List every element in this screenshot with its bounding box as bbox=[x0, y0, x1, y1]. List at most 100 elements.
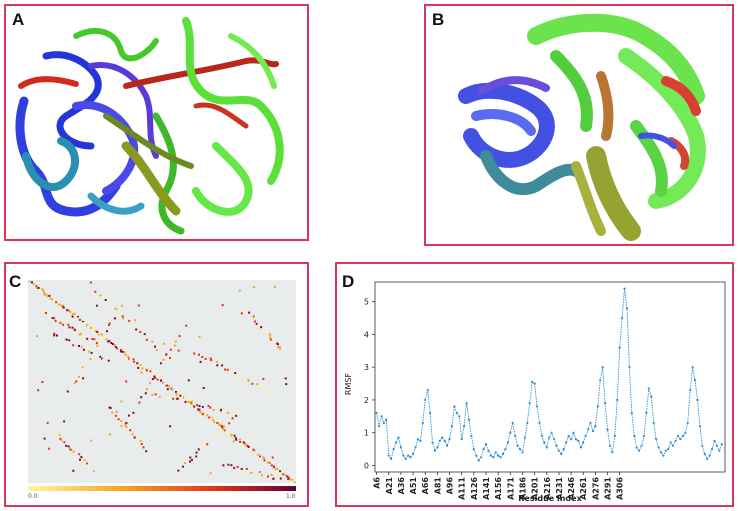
rmsf-x-tick-label: A216 bbox=[543, 477, 552, 500]
heatmap-cell bbox=[233, 434, 236, 437]
heatmap-cell bbox=[140, 396, 143, 399]
heatmap-cell bbox=[146, 447, 149, 450]
heatmap-cell bbox=[120, 304, 123, 307]
rmsf-point bbox=[623, 287, 626, 290]
heatmap-cell bbox=[187, 379, 190, 382]
heatmap-cell bbox=[43, 437, 46, 440]
contact-heatmap: 0.0 1.0 bbox=[28, 280, 296, 500]
heatmap-cell bbox=[133, 360, 136, 363]
rmsf-point bbox=[582, 441, 585, 444]
heatmap-cell bbox=[43, 291, 45, 294]
heatmap-cell bbox=[279, 470, 282, 473]
heatmap-cell bbox=[217, 430, 220, 433]
heatmap-cell bbox=[33, 481, 36, 484]
heatmap-cell bbox=[240, 468, 243, 470]
heatmap-cell bbox=[203, 413, 206, 416]
heatmap-cell bbox=[81, 366, 84, 369]
rmsf-point bbox=[553, 438, 556, 441]
rmsf-point bbox=[494, 451, 497, 454]
rmsf-point bbox=[450, 425, 454, 428]
rmsf-point bbox=[606, 428, 609, 431]
heatmap-cell bbox=[145, 450, 148, 453]
heatmap-cell bbox=[75, 380, 78, 383]
heatmap-cell bbox=[122, 317, 125, 320]
rmsf-point bbox=[640, 444, 643, 447]
heatmap-cell bbox=[99, 355, 102, 358]
heatmap-cell bbox=[151, 340, 154, 343]
heatmap-cell bbox=[245, 443, 248, 446]
heatmap-cell bbox=[270, 474, 273, 476]
heatmap-cell bbox=[179, 394, 182, 397]
heatmap-cell bbox=[90, 326, 93, 329]
rmsf-point bbox=[409, 456, 412, 459]
heatmap-cell bbox=[185, 324, 188, 327]
ensemble-brown bbox=[596, 71, 614, 141]
rmsf-point bbox=[611, 451, 614, 454]
heatmap-cell bbox=[239, 438, 242, 441]
heatmap-cell bbox=[129, 432, 132, 435]
heatmap-cell bbox=[260, 326, 263, 329]
heatmap-cell bbox=[213, 433, 216, 436]
panel-label-a: A bbox=[12, 10, 25, 29]
heatmap-cell bbox=[247, 379, 250, 382]
heatmap-cell bbox=[65, 444, 68, 447]
rmsf-x-tick-label: A141 bbox=[482, 477, 491, 500]
rmsf-point bbox=[601, 366, 604, 369]
rmsf-point bbox=[706, 457, 709, 460]
heatmap-cell bbox=[262, 378, 265, 380]
heatmap-cell bbox=[175, 393, 178, 396]
rmsf-point bbox=[647, 387, 650, 390]
heatmap-cell bbox=[209, 357, 212, 360]
heatmap-cell bbox=[82, 377, 85, 380]
heatmap-cell bbox=[83, 335, 86, 338]
heatmap-cell bbox=[210, 359, 213, 362]
heatmap-cell bbox=[71, 315, 74, 318]
heatmap-cell bbox=[51, 298, 54, 301]
heatmap-cell bbox=[92, 329, 95, 332]
heatmap-cell bbox=[190, 403, 193, 406]
heatmap-cell bbox=[57, 435, 60, 438]
heatmap-cell bbox=[95, 342, 98, 345]
heatmap-cell bbox=[88, 350, 91, 353]
heatmap-cell bbox=[261, 329, 264, 332]
heatmap-cell bbox=[102, 295, 105, 298]
rmsf-point bbox=[698, 425, 701, 428]
heatmap-cell bbox=[62, 306, 65, 309]
heatmap-cell bbox=[278, 476, 280, 479]
rmsf-point bbox=[570, 438, 573, 441]
heatmap-cell bbox=[141, 367, 144, 370]
heatmap-cell bbox=[218, 423, 221, 426]
heatmap-cell bbox=[94, 330, 97, 332]
heatmap-cell bbox=[84, 462, 87, 465]
ensemble-blue-1 bbox=[458, 82, 555, 168]
heatmap-cell bbox=[138, 362, 141, 365]
heatmap-cell bbox=[44, 310, 47, 313]
rmsf-point bbox=[497, 454, 500, 457]
heatmap-cell bbox=[84, 336, 87, 339]
heatmap-cell bbox=[84, 379, 87, 382]
heatmap-cell bbox=[104, 299, 107, 301]
heatmap-cell bbox=[227, 431, 230, 434]
heatmap-cell bbox=[123, 351, 126, 354]
rmsf-x-tick-label: A276 bbox=[591, 477, 600, 500]
heatmap-cell bbox=[128, 319, 131, 322]
heatmap-cell bbox=[72, 450, 75, 453]
rmsf-point bbox=[565, 441, 568, 444]
rmsf-point bbox=[710, 448, 714, 451]
colorbar-max-label: 1.0 bbox=[286, 493, 296, 500]
heatmap-cell bbox=[88, 466, 91, 469]
rmsf-point bbox=[416, 438, 419, 441]
heatmap-cell bbox=[117, 418, 120, 421]
heatmap-cell bbox=[138, 442, 141, 445]
heatmap-cell bbox=[158, 395, 161, 398]
heatmap-cell bbox=[95, 304, 98, 307]
heatmap-cell bbox=[162, 358, 165, 361]
heatmap-cell bbox=[266, 388, 269, 391]
heatmap-cell bbox=[49, 297, 52, 300]
heatmap-cell bbox=[181, 465, 184, 468]
heatmap-cell bbox=[116, 289, 119, 292]
heatmap-cell bbox=[254, 320, 256, 323]
heatmap-cell bbox=[256, 452, 258, 455]
heatmap-cell bbox=[259, 455, 261, 458]
rmsf-point bbox=[455, 411, 458, 415]
